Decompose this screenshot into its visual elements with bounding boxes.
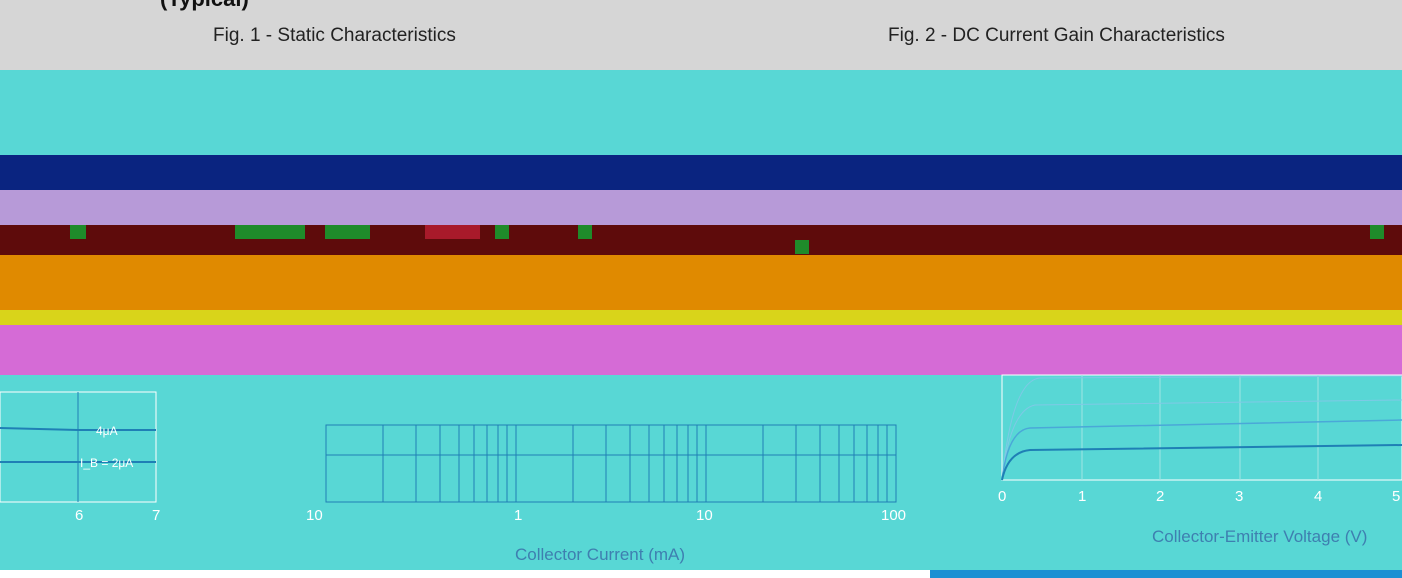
- middle-x-tick: 1: [514, 507, 523, 524]
- middle-x-tick: 10: [306, 507, 323, 524]
- fig2-x-tick: 1: [1078, 488, 1087, 505]
- fig2-x-axis-label: Collector-Emitter Voltage (V): [1152, 527, 1368, 546]
- green-block: [70, 225, 86, 239]
- maroon-band: [0, 225, 1402, 255]
- navy-band: [0, 155, 1402, 190]
- green-block: [325, 225, 370, 239]
- top-gray-band: [0, 0, 1402, 70]
- fig2-title: Fig. 2 - DC Current Gain Characteristics: [888, 25, 1225, 46]
- curve-label-ib-2ua: I_B = 2μA: [80, 456, 134, 470]
- yellow-band: [0, 310, 1402, 325]
- fig2-x-tick: 3: [1235, 488, 1244, 505]
- fig2-x-tick: 4: [1314, 488, 1323, 505]
- middle-plot-grid: [325, 424, 897, 503]
- green-block: [235, 225, 305, 239]
- green-block: [495, 225, 509, 239]
- green-block: [795, 240, 809, 254]
- bottom-blue-bar: [930, 570, 1402, 578]
- middle-x-axis-label: Collector Current (mA): [515, 545, 686, 564]
- red-block: [425, 225, 480, 239]
- cyan-band-top: [0, 70, 1402, 155]
- middle-x-tick: 10: [696, 507, 713, 524]
- green-block: [578, 225, 592, 239]
- middle-x-tick: 100: [881, 507, 907, 524]
- fig1-title: Fig. 1 - Static Characteristics: [213, 25, 456, 46]
- cyan-band-bottom: [0, 375, 1402, 570]
- magenta-band: [0, 325, 1402, 375]
- fig2-x-tick: 0: [998, 488, 1007, 505]
- top-partial-text: (Typical): [160, 0, 249, 12]
- lavender-band: [0, 190, 1402, 225]
- fig1-partial-plot: [0, 391, 157, 503]
- fig2-plot: [1001, 374, 1402, 481]
- curve-label-4ua: 4μA: [96, 424, 118, 438]
- fig2-x-tick: 2: [1156, 488, 1165, 505]
- fig1-x-tick: 7: [152, 507, 161, 524]
- green-block: [1370, 225, 1384, 239]
- fig2-x-tick: 5: [1392, 488, 1401, 505]
- fig1-x-tick: 6: [75, 507, 84, 524]
